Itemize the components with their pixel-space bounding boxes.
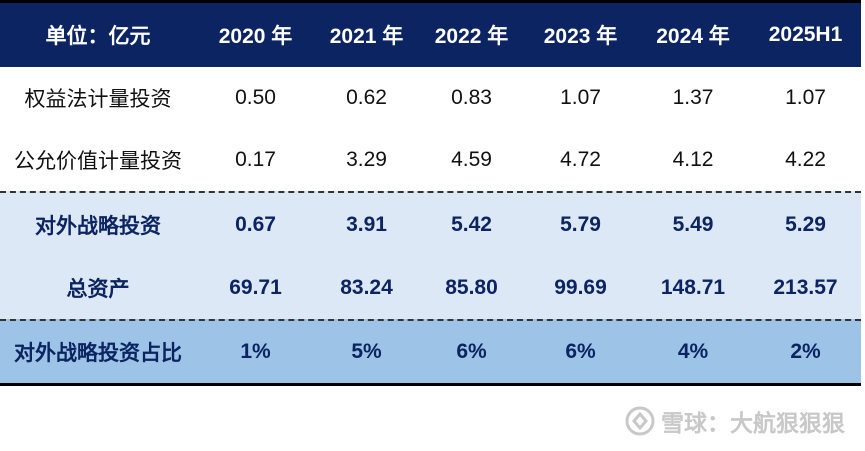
table-cell: 3.91 xyxy=(346,212,387,236)
col-header-2021: 2021 年 xyxy=(329,25,404,48)
table-row-strategic-investment: 对外战略投资 0.67 3.91 5.42 5.79 5.49 5.29 xyxy=(0,191,861,256)
watermark-text: 雪球：大航狠狠狠 xyxy=(661,410,845,436)
table-cell: 1% xyxy=(240,340,271,363)
unit-header: 单位：亿元 xyxy=(45,25,151,48)
table-cell: 0.62 xyxy=(346,86,387,109)
col-header-2022: 2022 年 xyxy=(434,25,509,48)
table-cell: 0.83 xyxy=(451,86,492,109)
table-cell: 0.50 xyxy=(235,86,276,109)
col-header-2024: 2024 年 xyxy=(656,25,730,48)
table-cell: 4.72 xyxy=(560,148,601,171)
table-cell: 1.37 xyxy=(672,86,714,109)
watermark: 雪球：大航狠狠狠 xyxy=(625,404,845,438)
data-table: 单位：亿元 2020 年 2021 年 2022 年 2023 年 2024 年… xyxy=(0,0,861,386)
table-cell: 1.07 xyxy=(560,86,601,109)
table-cell: 83.24 xyxy=(340,275,393,299)
table-cell: 1.07 xyxy=(785,86,826,109)
table-cell: 213.57 xyxy=(773,275,838,299)
table-cell: 4.59 xyxy=(451,148,492,171)
row-label: 对外战略投资 xyxy=(35,214,161,238)
row-label: 总资产 xyxy=(66,277,130,301)
snowball-logo-icon xyxy=(625,406,655,436)
table-row-total-assets: 总资产 69.71 83.24 85.80 99.69 148.71 213.5… xyxy=(0,256,861,319)
table-cell: 69.71 xyxy=(229,275,282,299)
table-cell: 6% xyxy=(565,340,596,363)
table-cell: 0.67 xyxy=(235,212,276,236)
col-header-2025h1: 2025H1 xyxy=(768,23,843,46)
col-header-2023: 2023 年 xyxy=(543,25,618,48)
table-cell: 5.42 xyxy=(451,212,492,236)
table-cell: 148.71 xyxy=(660,275,726,299)
table-cell: 5% xyxy=(351,340,382,363)
table-cell: 6% xyxy=(456,340,487,363)
table-cell: 0.17 xyxy=(235,148,276,171)
row-label: 权益法计量投资 xyxy=(24,88,172,111)
table-cell: 4% xyxy=(677,340,709,363)
table-cell: 5.79 xyxy=(560,212,601,236)
table-cell: 4.22 xyxy=(785,148,826,171)
table-header-row: 单位：亿元 2020 年 2021 年 2022 年 2023 年 2024 年… xyxy=(0,0,861,67)
table-cell: 4.12 xyxy=(672,148,714,171)
table-row-equity-method: 权益法计量投资 0.50 0.62 0.83 1.07 1.37 1.07 xyxy=(0,67,861,129)
table-row-fair-value: 公允价值计量投资 0.17 3.29 4.59 4.72 4.12 4.22 xyxy=(0,129,861,191)
row-label: 对外战略投资占比 xyxy=(14,342,182,365)
row-label: 公允价值计量投资 xyxy=(14,150,182,173)
table-cell: 99.69 xyxy=(554,275,607,299)
col-header-2020: 2020 年 xyxy=(218,25,293,48)
table-cell: 85.80 xyxy=(445,275,498,299)
table-cell: 2% xyxy=(790,340,821,363)
table-row-strategic-ratio: 对外战略投资占比 1% 5% 6% 6% 4% 2% xyxy=(0,319,861,386)
table-cell: 3.29 xyxy=(346,148,387,171)
table-cell: 5.49 xyxy=(672,212,714,236)
table-cell: 5.29 xyxy=(785,212,826,236)
